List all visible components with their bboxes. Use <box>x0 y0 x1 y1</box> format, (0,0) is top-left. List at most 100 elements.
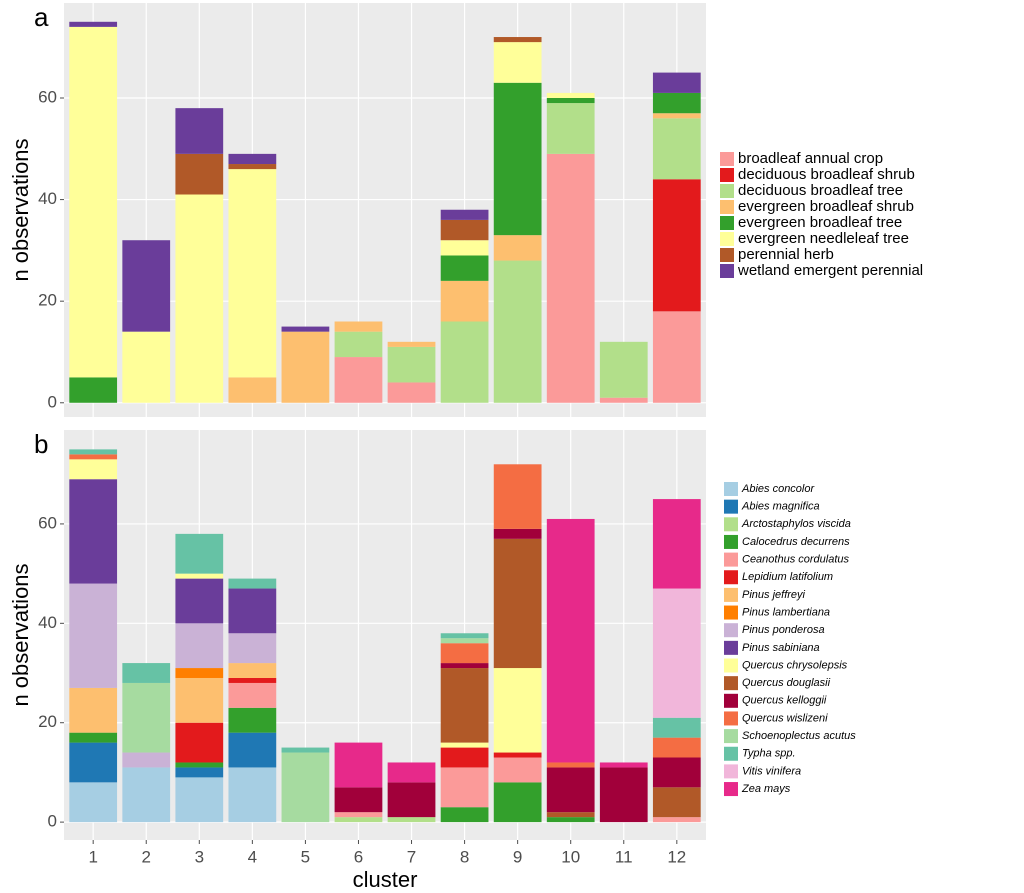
legend-swatch <box>724 623 738 638</box>
legend-swatch <box>720 184 734 198</box>
bar-segment <box>652 72 701 93</box>
bar-segment <box>334 357 383 403</box>
bar-segment <box>493 782 542 823</box>
legend-swatch <box>720 232 734 246</box>
bar-segment <box>440 255 489 281</box>
bar-segment <box>652 311 701 403</box>
x-tick-label: 12 <box>667 847 686 866</box>
bar-segment <box>652 92 701 114</box>
bar-segment <box>175 668 224 678</box>
bar-segment <box>440 219 489 241</box>
bar-segment <box>440 280 489 322</box>
bar-segment <box>440 747 489 768</box>
legend-swatch <box>720 152 734 166</box>
legend-swatch <box>724 570 738 585</box>
bar-segment <box>334 817 383 823</box>
y-axis-label: n observations <box>8 138 33 281</box>
bar-segment <box>387 817 436 823</box>
bar-segment <box>175 623 224 669</box>
bar-segment <box>228 677 277 683</box>
y-tick-label: 40 <box>38 613 57 632</box>
x-tick-label: 9 <box>513 847 522 866</box>
bar-segment <box>599 767 648 823</box>
bar-segment <box>122 240 171 332</box>
bar-segment <box>334 742 383 788</box>
legend-label: Quercus chrysolepsis <box>742 659 848 671</box>
bar-segment <box>546 518 595 763</box>
legend-swatch <box>720 216 734 230</box>
bar-segment <box>652 179 701 312</box>
bar-segment <box>228 377 277 403</box>
legend-swatch <box>724 517 738 532</box>
bar-segment <box>546 97 595 104</box>
bar-segment <box>175 108 224 154</box>
bar-segment <box>493 42 542 83</box>
bar-segment <box>440 643 489 664</box>
legend-label: Quercus kelloggii <box>742 695 827 707</box>
bar-segment <box>387 382 436 403</box>
legend-swatch <box>724 534 738 549</box>
legend-swatch <box>724 693 738 708</box>
bar-segment <box>440 240 489 256</box>
bar-segment <box>493 260 542 403</box>
legend-swatch <box>724 482 738 496</box>
legend-swatch <box>724 499 738 514</box>
bar-segment <box>122 752 171 768</box>
y-tick-label: 60 <box>38 87 57 106</box>
x-tick-label: 4 <box>248 847 257 866</box>
bar-segment <box>69 377 118 403</box>
bar-segment <box>175 762 224 768</box>
bar-segment <box>122 663 171 683</box>
bar-segment <box>652 737 701 758</box>
legend-label: Lepidium latifolium <box>742 571 833 583</box>
bar-segment <box>69 459 118 480</box>
bar-segment <box>652 113 701 119</box>
bar-segment <box>69 742 118 783</box>
legend-label: broadleaf annual crop <box>738 150 883 167</box>
bar-segment <box>652 118 701 180</box>
legend-label: evergreen broadleaf shrub <box>738 198 914 215</box>
bar-segment <box>387 782 436 818</box>
bar-segment <box>599 341 648 398</box>
legend-label: Pinus ponderosa <box>742 624 825 636</box>
bar-segment <box>69 782 118 823</box>
y-axis-label: n observations <box>8 563 33 706</box>
x-tick-label: 3 <box>195 847 204 866</box>
bar-segment <box>493 528 542 539</box>
bar-segment <box>334 331 383 358</box>
legend-label: Schoenoplectus acutus <box>742 730 856 742</box>
panel-label: b <box>34 429 48 459</box>
bar-segment <box>175 578 224 624</box>
bar-segment <box>440 668 489 743</box>
legend-swatch <box>724 587 738 602</box>
legend-label: evergreen needleleaf tree <box>738 230 909 247</box>
bar-segment <box>122 767 171 823</box>
y-tick-label: 20 <box>38 291 57 310</box>
bar-segment <box>387 346 436 383</box>
bar-segment <box>440 742 489 748</box>
bar-segment <box>493 538 542 669</box>
bar-segment <box>228 164 277 170</box>
bar-segment <box>493 668 542 753</box>
bar-segment <box>69 479 118 584</box>
legend-label: Ceanothus cordulatus <box>742 554 850 566</box>
legend-label: Zea mays <box>741 783 791 795</box>
bar-segment <box>175 573 224 579</box>
y-tick-label: 40 <box>38 189 57 208</box>
y-tick-label: 0 <box>48 392 57 411</box>
bar-segment <box>228 588 277 634</box>
bar-segment <box>652 499 701 589</box>
bar-segment <box>228 682 277 708</box>
x-tick-label: 8 <box>460 847 469 866</box>
bar-segment <box>599 397 648 403</box>
bar-segment <box>387 762 436 783</box>
bar-segment <box>228 732 277 768</box>
bar-segment <box>122 682 171 753</box>
legend-swatch <box>724 552 738 567</box>
legend-swatch <box>724 711 738 726</box>
bar-segment <box>334 812 383 818</box>
legend-label: Quercus wislizeni <box>742 712 828 724</box>
legend-label: deciduous broadleaf shrub <box>738 166 915 183</box>
legend-swatch <box>724 605 738 620</box>
y-tick-label: 0 <box>48 812 57 831</box>
